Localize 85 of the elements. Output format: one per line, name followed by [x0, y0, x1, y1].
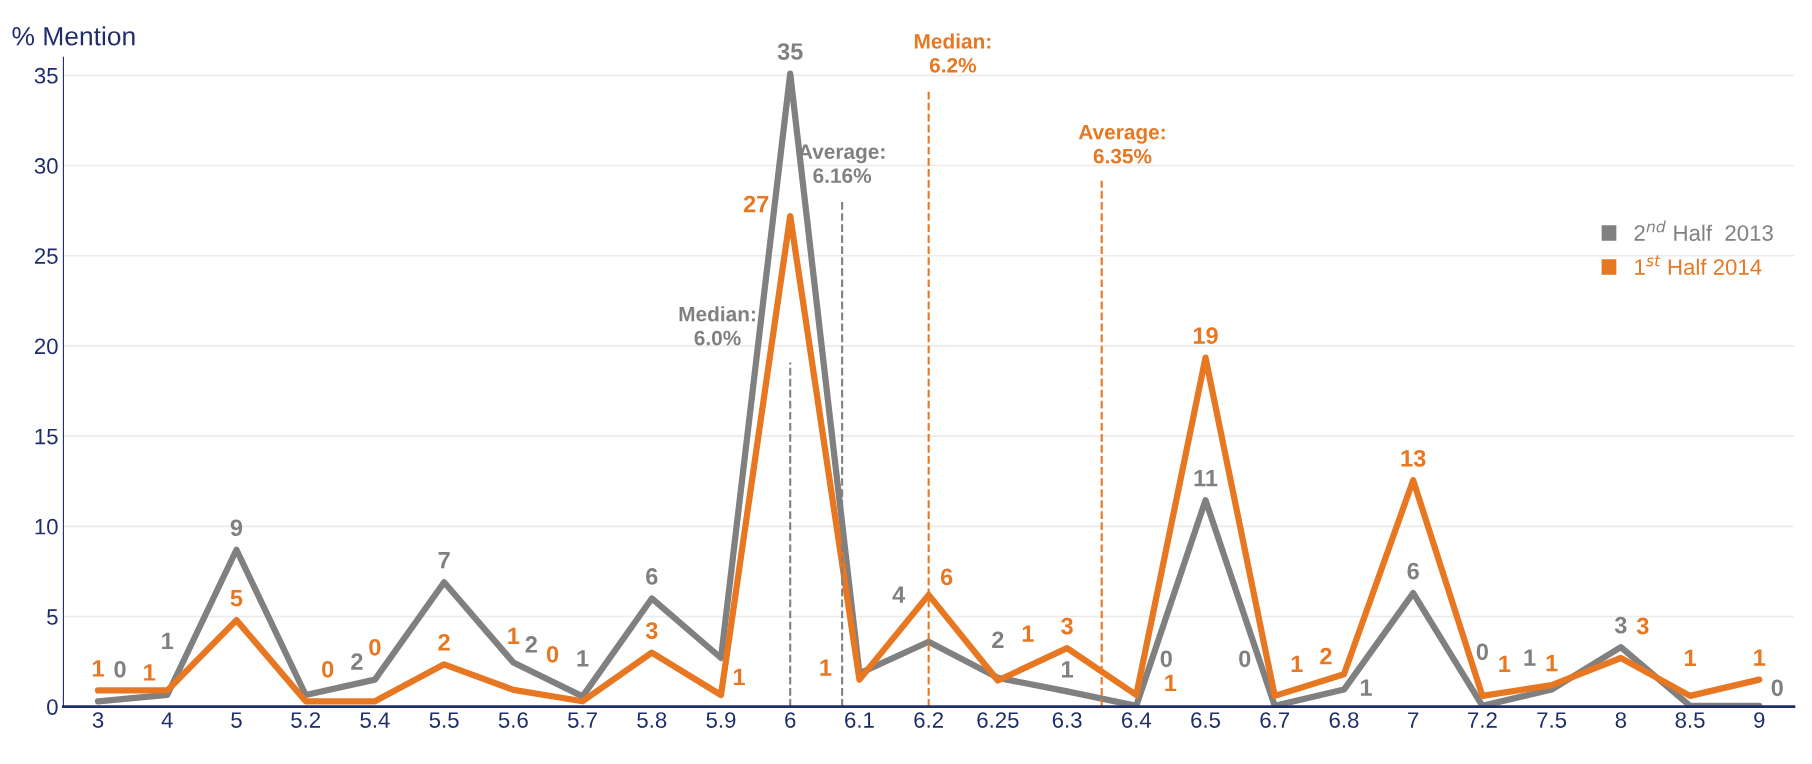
- data-label: 1: [1499, 655, 1511, 672]
- x-tick-label: 7.2: [1468, 712, 1497, 728]
- data-label: 4: [892, 586, 906, 603]
- y-tick-label: 15: [35, 428, 58, 445]
- x-tick-label: 6.4: [1121, 712, 1152, 728]
- x-tick-label: 6.3: [1052, 712, 1082, 728]
- data-label: 1: [733, 668, 745, 686]
- x-tick-label: 5.7: [568, 712, 597, 728]
- data-label: 0: [1771, 679, 1783, 697]
- y-axis-title: % Mention: [12, 26, 135, 46]
- x-tick-label: 5.8: [637, 712, 667, 728]
- data-label: 27: [743, 195, 769, 213]
- x-tick-label: 8: [1615, 712, 1627, 728]
- annotation: Average: 6.35%: [1078, 125, 1165, 164]
- data-label: 11: [1194, 470, 1218, 487]
- x-tick-label: 5.6: [498, 712, 528, 728]
- data-label: 0: [1476, 643, 1488, 661]
- x-tick-label: 5.5: [429, 712, 459, 728]
- x-tick-label: 6: [785, 712, 796, 728]
- data-label: 1: [1062, 661, 1073, 678]
- data-label: 1: [1546, 654, 1558, 672]
- data-label: 1: [1291, 655, 1303, 672]
- x-tick-label: 9: [1754, 712, 1765, 728]
- data-label: 1: [508, 627, 520, 645]
- data-label: 2: [351, 653, 363, 670]
- y-tick-label: 25: [34, 248, 58, 264]
- data-label: 1: [820, 659, 832, 676]
- data-label: 7: [438, 552, 450, 569]
- x-tick-label: 5.9: [706, 712, 736, 728]
- data-label: 3: [1614, 616, 1627, 634]
- data-label: 9: [230, 519, 243, 537]
- data-label: 0: [1160, 650, 1172, 668]
- x-tick-label: 6.5: [1191, 712, 1221, 728]
- data-label: 2: [1320, 647, 1332, 665]
- legend-label: 1$^{st}$ Half 2014: [1635, 255, 1762, 275]
- data-label: 6: [1407, 562, 1419, 580]
- data-label: 1: [1022, 625, 1034, 642]
- x-tick-label: 3: [92, 712, 104, 728]
- data-label: 35: [777, 43, 803, 60]
- data-label: 0: [1239, 650, 1251, 668]
- y-tick-label: 20: [34, 338, 58, 355]
- data-label: 19: [1193, 327, 1218, 344]
- x-tick-label: 8.5: [1675, 712, 1705, 728]
- x-tick-label: 7.5: [1537, 712, 1567, 728]
- y-tick-label: 5: [47, 609, 58, 625]
- data-label: 0: [369, 638, 381, 656]
- y-tick-label: 0: [47, 699, 58, 715]
- data-label: 2: [438, 633, 450, 651]
- y-tick-label: 10: [35, 518, 58, 535]
- data-label: 1: [1165, 674, 1177, 692]
- x-tick-label: 6.1: [845, 712, 874, 728]
- data-label: 6: [646, 568, 658, 585]
- ref-line-label: Median: 6.2%: [914, 33, 991, 73]
- data-label: 13: [1401, 449, 1426, 467]
- data-label: 0: [114, 660, 126, 678]
- ref-line-label: Median: 6.0%: [679, 306, 755, 346]
- x-tick-label: 6.2: [914, 712, 943, 728]
- y-tick-label: 35: [34, 67, 58, 84]
- data-label: 2: [525, 636, 537, 653]
- data-label: 0: [546, 645, 559, 663]
- data-label: 1: [162, 632, 174, 650]
- legend-label: 2$^{nd}$ Half 2013: [1634, 220, 1773, 241]
- data-label: 1: [144, 664, 156, 681]
- data-label: 3: [645, 622, 658, 639]
- x-tick-label: 7: [1408, 712, 1419, 728]
- data-label: 1: [1754, 649, 1766, 666]
- data-label: 3: [1061, 617, 1073, 635]
- x-tick-label: 6.8: [1329, 712, 1359, 728]
- x-tick-label: 4: [161, 712, 173, 728]
- data-label: 1: [92, 660, 104, 677]
- x-tick-label: 5: [231, 712, 242, 728]
- x-tick-label: 6.25: [977, 712, 1019, 728]
- data-label: 1: [1524, 649, 1536, 666]
- data-label: 1: [577, 650, 589, 667]
- y-tick-label: 30: [34, 158, 58, 174]
- x-tick-label: 5.4: [360, 712, 390, 728]
- data-label: 1: [1684, 649, 1696, 666]
- data-label: 5: [230, 589, 243, 607]
- data-label: 6: [940, 568, 953, 586]
- data-label: 1: [1360, 679, 1372, 696]
- x-tick-label: 5.2: [291, 712, 321, 728]
- data-label: 0: [322, 660, 334, 678]
- x-tick-label: 6.7: [1260, 712, 1290, 728]
- data-label: 3: [1636, 617, 1649, 635]
- data-label: 2: [992, 631, 1004, 648]
